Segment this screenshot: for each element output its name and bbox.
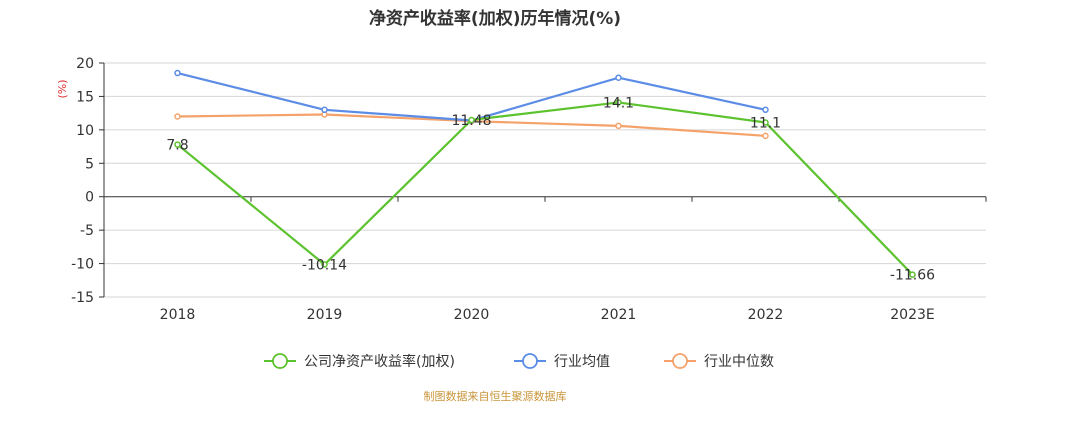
data-point [762, 106, 769, 114]
axes: 20 15 10 5 0 -5 -10 -15 2018 2019 2020 2021 2022 2023… [71, 56, 987, 323]
series-lines [174, 69, 916, 278]
legend-marker [272, 353, 288, 369]
y-tick-label: 15 [76, 89, 94, 105]
y-tick-label: -10 [71, 257, 94, 273]
y-axis-label: (%) [56, 79, 69, 98]
chart-title: 净资产收益率(加权)历年情况(%) [369, 8, 621, 29]
data-label: 7.8 [166, 138, 188, 154]
data-label: -11.66 [890, 268, 935, 284]
x-tick-label: 2022 [748, 307, 784, 323]
data-point [174, 141, 181, 148]
data-label: 14.1 [603, 95, 634, 111]
legend-marker [672, 353, 688, 369]
data-label: -10.14 [302, 258, 347, 274]
data-point [321, 261, 328, 268]
data-point [321, 106, 328, 114]
data-point [615, 99, 622, 106]
source-note: 制图数据来自恒生聚源数据库 [424, 389, 567, 403]
legend-label: 公司净资产收益率(加权) [304, 353, 455, 370]
y-tick-label: -15 [71, 290, 94, 306]
data-point [909, 271, 916, 278]
data-point [762, 119, 769, 126]
x-tick-label: 2020 [454, 307, 490, 323]
data-labels: 7.8 -10.14 11.48 14.1 11.1 -11.66 [166, 95, 935, 283]
data-label: 11.1 [750, 116, 781, 132]
y-tick-label: 10 [76, 123, 94, 139]
data-label: 11.48 [451, 113, 491, 129]
x-tick-label: 2019 [307, 307, 343, 323]
x-tick-label: 2018 [160, 307, 196, 323]
legend-label: 行业均值 [554, 354, 610, 370]
data-point [762, 132, 769, 140]
legend: 公司净资产收益率(加权) 行业均值 行业中位数 [264, 353, 774, 370]
series-line [176, 101, 914, 276]
y-tick-label: -5 [80, 223, 94, 239]
y-tick-label: 5 [85, 156, 94, 172]
y-tick-label: 20 [76, 56, 94, 72]
y-tick-label: 0 [85, 190, 94, 206]
data-point [615, 122, 622, 130]
data-point [615, 74, 622, 81]
data-point [174, 113, 181, 120]
x-tick-label: 2023E [890, 307, 934, 323]
data-point [174, 69, 181, 77]
legend-label: 行业中位数 [704, 354, 774, 370]
x-tick-label: 2021 [601, 307, 637, 323]
data-point [468, 116, 475, 124]
legend-marker [522, 353, 538, 369]
grid-lines [104, 62, 986, 298]
